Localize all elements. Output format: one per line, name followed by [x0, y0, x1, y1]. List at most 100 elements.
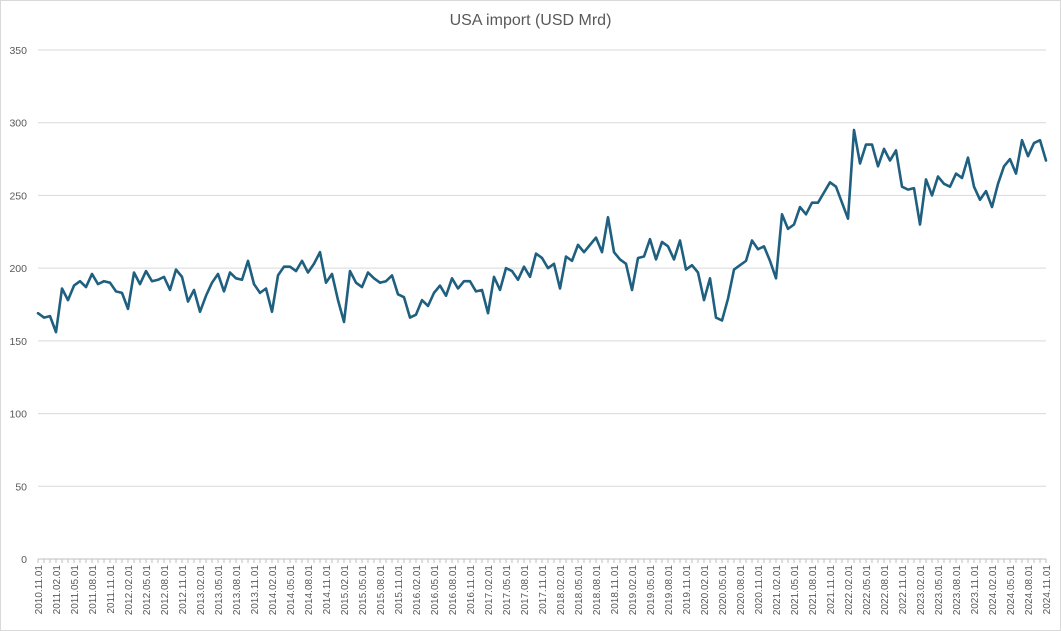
- data-point: [205, 295, 207, 297]
- data-point: [511, 270, 513, 272]
- y-tick-label: 250: [9, 190, 27, 202]
- data-point: [835, 186, 837, 188]
- x-tick-label: 2012.05.01: [142, 565, 153, 615]
- data-point: [937, 175, 939, 177]
- x-tick-label: 2017.08.01: [520, 565, 531, 615]
- x-tick-label: 2019.05.01: [646, 565, 657, 615]
- data-point: [673, 258, 675, 260]
- data-point: [151, 280, 153, 282]
- data-point: [817, 202, 819, 204]
- data-point: [253, 283, 255, 285]
- data-point: [277, 274, 279, 276]
- data-point: [343, 321, 345, 323]
- data-point: [1027, 155, 1029, 157]
- x-tick-label: 2015.05.01: [358, 565, 369, 615]
- data-point: [433, 292, 435, 294]
- data-point: [685, 268, 687, 270]
- series: [36, 128, 1048, 334]
- data-point: [913, 187, 915, 189]
- x-tick-label: 2024.05.01: [1006, 565, 1017, 615]
- data-point: [541, 257, 543, 259]
- data-point: [799, 206, 801, 208]
- x-tick-label: 2015.08.01: [376, 565, 387, 615]
- data-point: [133, 271, 135, 273]
- data-point: [637, 257, 639, 259]
- data-point: [439, 284, 441, 286]
- data-point: [547, 267, 549, 269]
- data-point: [169, 289, 171, 291]
- x-tick-label: 2012.02.01: [124, 565, 135, 615]
- data-point: [661, 241, 663, 243]
- data-point: [223, 290, 225, 292]
- data-point: [103, 280, 105, 282]
- data-point: [535, 252, 537, 254]
- x-tick-label: 2013.05.01: [214, 565, 225, 615]
- data-point: [931, 194, 933, 196]
- data-point: [985, 190, 987, 192]
- data-point: [625, 263, 627, 265]
- data-point: [907, 188, 909, 190]
- x-tick-label: 2021.11.01: [826, 565, 837, 615]
- data-point: [91, 273, 93, 275]
- data-point: [955, 172, 957, 174]
- y-tick-label: 0: [21, 554, 27, 566]
- data-point: [289, 265, 291, 267]
- data-point: [721, 319, 723, 321]
- data-point: [217, 273, 219, 275]
- x-tick-label: 2014.11.01: [322, 565, 333, 615]
- data-point: [925, 178, 927, 180]
- x-tick-label: 2022.05.01: [862, 565, 873, 615]
- x-tick-label: 2016.02.01: [412, 565, 423, 615]
- data-point: [559, 287, 561, 289]
- data-point: [367, 271, 369, 273]
- data-point: [565, 255, 567, 257]
- data-point: [235, 277, 237, 279]
- x-tick-label: 2017.05.01: [502, 565, 513, 615]
- data-point: [1009, 158, 1011, 160]
- data-point: [331, 273, 333, 275]
- data-point: [445, 295, 447, 297]
- x-tick-label: 2014.02.01: [268, 565, 279, 615]
- x-tick-label: 2020.02.01: [700, 565, 711, 615]
- data-point: [601, 251, 603, 253]
- data-point: [271, 311, 273, 313]
- data-point: [853, 129, 855, 131]
- data-point: [631, 289, 633, 291]
- x-tick-label: 2018.11.01: [610, 565, 621, 615]
- data-point: [505, 267, 507, 269]
- x-tick-label: 2020.05.01: [718, 565, 729, 615]
- data-point: [115, 290, 117, 292]
- x-tick-label: 2023.02.01: [916, 565, 927, 615]
- data-point: [457, 287, 459, 289]
- data-point: [385, 280, 387, 282]
- x-tick-label: 2011.08.01: [88, 565, 99, 615]
- series-line: [36, 128, 1048, 334]
- x-tick-label: 2019.02.01: [628, 565, 639, 615]
- data-point: [421, 299, 423, 301]
- x-tick-label: 2023.11.01: [970, 565, 981, 615]
- data-point: [571, 260, 573, 262]
- y-tick-label: 350: [9, 45, 27, 57]
- x-tick-label: 2017.02.01: [484, 565, 495, 615]
- data-point: [595, 236, 597, 238]
- data-point: [427, 305, 429, 307]
- data-point: [265, 287, 267, 289]
- data-point: [79, 280, 81, 282]
- data-point: [307, 271, 309, 273]
- data-point: [247, 260, 249, 262]
- x-tick-label: 2020.11.01: [754, 565, 765, 615]
- y-axis-ticks: 0 50 100 150 200 250 300 350: [9, 45, 27, 566]
- x-tick-label: 2011.11.01: [106, 565, 117, 614]
- y-tick-label: 100: [9, 409, 27, 421]
- data-point: [43, 316, 45, 318]
- data-point: [847, 217, 849, 219]
- data-point: [493, 276, 495, 278]
- data-point: [865, 143, 867, 145]
- x-tick-label: 2024.02.01: [988, 565, 999, 615]
- data-point: [349, 270, 351, 272]
- x-tick-label: 2013.08.01: [232, 565, 243, 615]
- data-point: [283, 265, 285, 267]
- data-point: [739, 264, 741, 266]
- x-tick-label: 2015.11.01: [394, 565, 405, 615]
